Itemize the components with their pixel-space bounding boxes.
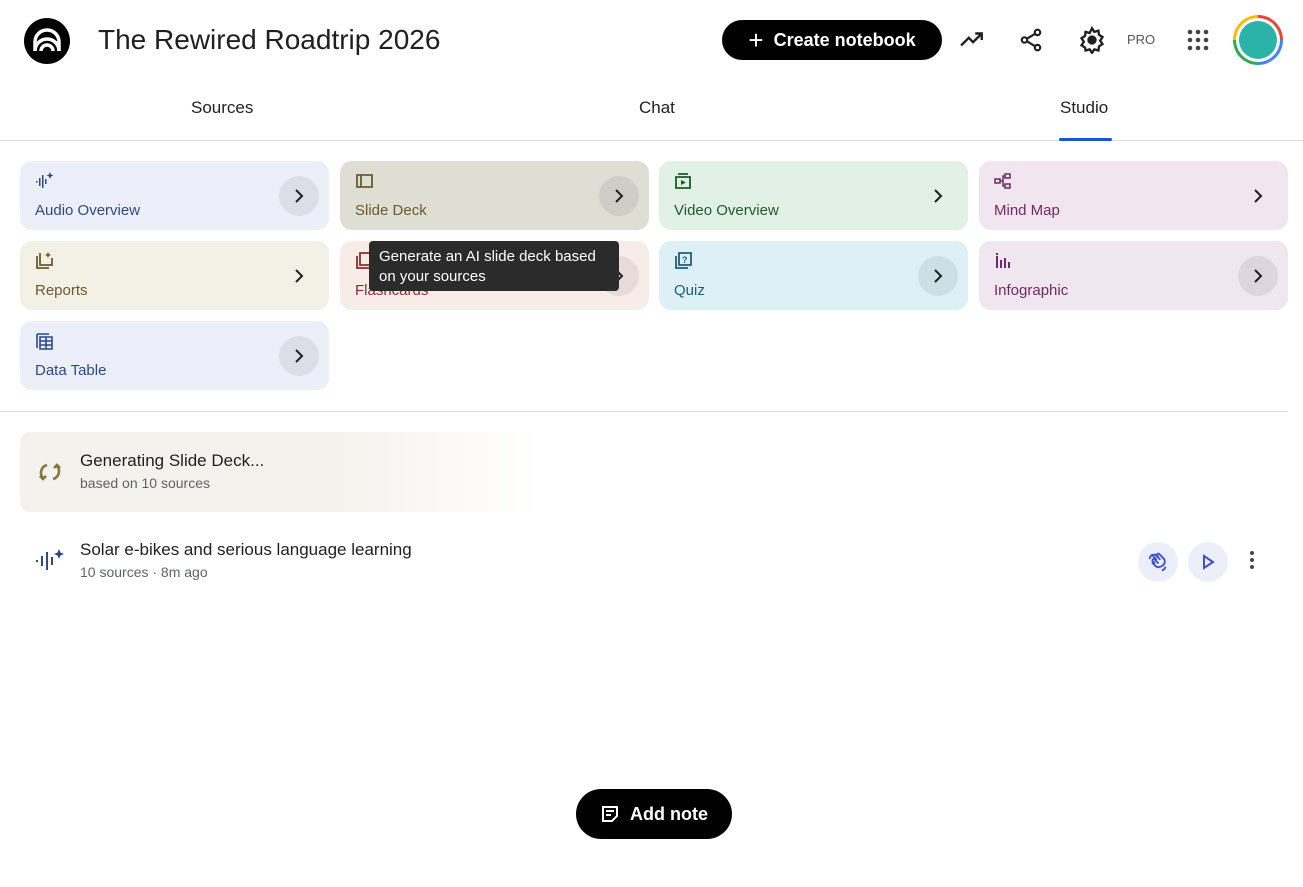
studio-card-label: Data Table bbox=[35, 362, 107, 379]
studio-card-data-table[interactable]: Data Table bbox=[20, 321, 329, 390]
gear-icon bbox=[1079, 26, 1105, 54]
generating-title: Generating Slide Deck... bbox=[80, 451, 265, 470]
studio-card-label: Infographic bbox=[994, 282, 1069, 299]
table-icon bbox=[36, 333, 53, 350]
studio-card-quiz[interactable]: ? Quiz bbox=[659, 241, 968, 310]
studio-card-label: Reports bbox=[35, 282, 88, 299]
active-tab-indicator bbox=[1059, 138, 1112, 141]
section-divider bbox=[0, 411, 1288, 412]
tab-chat[interactable]: Chat bbox=[639, 98, 675, 117]
more-vert-icon bbox=[1250, 551, 1254, 569]
mind-map-icon bbox=[994, 173, 1011, 189]
open-video-overview-button[interactable] bbox=[918, 176, 958, 216]
create-notebook-button[interactable]: + Create notebook bbox=[722, 20, 942, 60]
svg-text:?: ? bbox=[682, 255, 688, 265]
studio-card-audio-overview[interactable]: Audio Overview bbox=[20, 161, 329, 230]
studio-card-video-overview[interactable]: Video Overview bbox=[659, 161, 968, 230]
open-quiz-button[interactable] bbox=[918, 256, 958, 296]
generating-item: Generating Slide Deck... based on 10 sou… bbox=[20, 432, 540, 512]
list-item[interactable]: Solar e-bikes and serious language learn… bbox=[20, 530, 1288, 590]
tab-studio[interactable]: Studio bbox=[1060, 98, 1109, 117]
audio-waveform-sparkle-icon bbox=[36, 549, 64, 570]
hand-wave-icon bbox=[1148, 552, 1167, 572]
plus-icon: + bbox=[748, 25, 764, 55]
open-audio-overview-button[interactable] bbox=[279, 176, 319, 216]
share-button[interactable] bbox=[1011, 20, 1051, 60]
chevron-right-icon bbox=[1254, 189, 1263, 203]
slides-icon bbox=[356, 174, 373, 188]
open-slide-deck-button[interactable] bbox=[599, 176, 639, 216]
studio-card-label: Mind Map bbox=[994, 202, 1060, 219]
report-sparkle-icon bbox=[36, 252, 53, 269]
chevron-right-icon bbox=[934, 189, 943, 203]
notebook-title[interactable]: The Rewired Roadtrip 2026 bbox=[98, 24, 441, 55]
settings-button[interactable] bbox=[1072, 20, 1112, 60]
apps-button[interactable] bbox=[1178, 20, 1218, 60]
chevron-right-icon bbox=[295, 349, 304, 363]
video-icon bbox=[675, 173, 691, 189]
more-options-button[interactable] bbox=[1242, 548, 1262, 572]
notebooklm-logo[interactable] bbox=[24, 18, 70, 64]
chevron-right-icon bbox=[615, 189, 624, 203]
open-reports-button[interactable] bbox=[279, 256, 319, 296]
analytics-button[interactable] bbox=[952, 20, 992, 60]
open-data-table-button[interactable] bbox=[279, 336, 319, 376]
infographic-icon bbox=[996, 253, 1010, 268]
audio-waveform-sparkle-icon bbox=[36, 172, 53, 188]
chevron-right-icon bbox=[295, 189, 304, 203]
open-infographic-button[interactable] bbox=[1238, 256, 1278, 296]
avatar[interactable] bbox=[1233, 15, 1283, 65]
studio-card-reports[interactable]: Reports bbox=[20, 241, 329, 310]
tooltip: Generate an AI slide deck based on your … bbox=[369, 241, 619, 291]
studio-card-label: Slide Deck bbox=[355, 202, 427, 219]
quiz-icon: ? bbox=[675, 252, 692, 269]
chevron-right-icon bbox=[934, 269, 943, 283]
trending-up-icon bbox=[960, 32, 983, 47]
chevron-right-icon bbox=[295, 269, 304, 283]
tab-sources[interactable]: Sources bbox=[191, 98, 254, 117]
studio-card-label: Audio Overview bbox=[35, 202, 141, 219]
share-icon bbox=[1020, 28, 1042, 52]
output-subtitle: 10 sources · 8m ago bbox=[80, 564, 208, 580]
open-mind-map-button[interactable] bbox=[1238, 176, 1278, 216]
output-title: Solar e-bikes and serious language learn… bbox=[80, 540, 412, 559]
play-button[interactable] bbox=[1188, 542, 1228, 582]
studio-card-slide-deck[interactable]: Slide Deck bbox=[340, 161, 649, 230]
studio-card-label: Video Overview bbox=[674, 202, 779, 219]
studio-card-infographic[interactable]: Infographic bbox=[979, 241, 1288, 310]
add-note-button[interactable]: Add note bbox=[576, 789, 732, 839]
sync-icon bbox=[39, 463, 61, 481]
note-icon bbox=[602, 806, 618, 822]
pro-badge: PRO bbox=[1127, 32, 1156, 47]
tab-divider bbox=[0, 140, 1303, 141]
studio-card-mind-map[interactable]: Mind Map bbox=[979, 161, 1288, 230]
play-icon bbox=[1203, 554, 1215, 570]
apps-grid-icon bbox=[1187, 29, 1209, 51]
chevron-right-icon bbox=[1254, 269, 1263, 283]
interactive-mode-button[interactable] bbox=[1138, 542, 1178, 582]
studio-card-label: Quiz bbox=[674, 282, 705, 299]
generating-subtitle: based on 10 sources bbox=[80, 475, 210, 491]
